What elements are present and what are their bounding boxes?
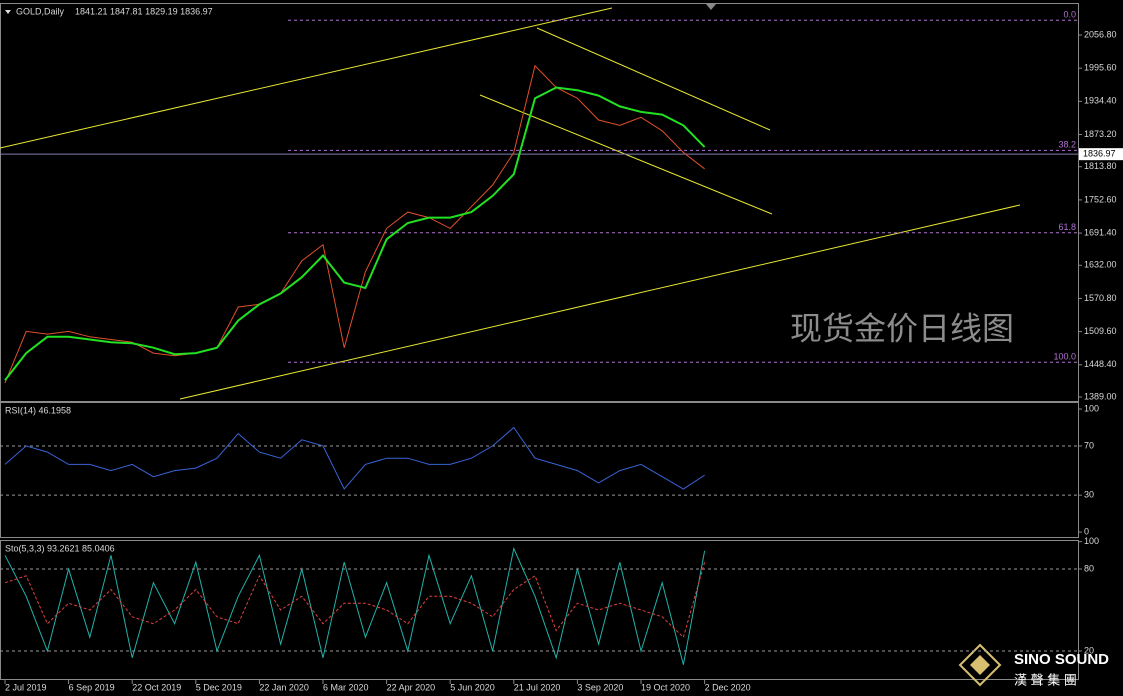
y-tick-label: 80 xyxy=(1084,563,1094,573)
x-tick-label: 6 Sep 2019 xyxy=(69,682,115,692)
y-tick-label: 1873.20 xyxy=(1084,129,1117,139)
y-tick-label: 1691.40 xyxy=(1084,227,1117,237)
trend-line xyxy=(0,7,613,149)
y-tick-label: 1995.60 xyxy=(1084,63,1117,73)
y-tick-label: 1389.00 xyxy=(1084,391,1117,401)
logo-mark xyxy=(970,655,990,675)
trend-line xyxy=(179,204,1021,400)
logo-mark xyxy=(958,643,1002,687)
logo: SINO SOUND 漢 聲 集 團 xyxy=(958,643,1109,687)
trend-line xyxy=(536,27,771,131)
symbol-title: GOLD,Daily xyxy=(16,6,65,16)
x-tick-label: 6 Mar 2020 xyxy=(323,682,369,692)
price-tag xyxy=(1079,148,1123,161)
rsi-title: RSI(14) 46.1958 xyxy=(5,405,71,415)
panel-borders xyxy=(0,3,1079,680)
y-tick-label: 1813.80 xyxy=(1084,161,1117,171)
logo-name: SINO SOUND xyxy=(1014,651,1109,668)
x-tick-label: 2 Jul 2019 xyxy=(5,682,47,692)
x-tick-label: 5 Jun 2020 xyxy=(450,682,495,692)
y-tick-label: 70 xyxy=(1084,440,1094,450)
watermark: 现货金价日线图 xyxy=(790,310,1014,346)
y-tick-label: 20 xyxy=(1084,645,1094,655)
y-tick-label: 30 xyxy=(1084,490,1094,500)
x-tick-label: 5 Dec 2019 xyxy=(196,682,242,692)
y-tick-label: 2056.80 xyxy=(1084,29,1117,39)
fib-label: 38.2 xyxy=(1058,140,1076,150)
y-tick-label: 1752.60 xyxy=(1084,194,1117,204)
x-tick-label: 3 Sep 2020 xyxy=(577,682,623,692)
series-line xyxy=(4,561,706,639)
x-tick-label: 19 Oct 2020 xyxy=(641,682,690,692)
y-tick-label: 100 xyxy=(1084,536,1099,546)
x-tick-label: 21 Jul 2020 xyxy=(514,682,561,692)
menu-icon xyxy=(5,10,11,14)
y-tick-label: 0 xyxy=(1084,526,1089,536)
y-tick-label: 1509.60 xyxy=(1084,326,1117,336)
stoch-panel xyxy=(0,540,1079,680)
y-tick-label: 1632.00 xyxy=(1084,260,1117,270)
logo-sub: 漢 聲 集 團 xyxy=(1014,672,1077,687)
y-tick-label: 1570.80 xyxy=(1084,293,1117,303)
current-price-label: 1836.97 xyxy=(1083,149,1116,159)
rsi-panel xyxy=(0,402,1079,538)
shift-marker xyxy=(706,4,716,10)
x-tick-label: 22 Jan 2020 xyxy=(259,682,309,692)
ohlc-text: 1841.21 1847.81 1829.19 1836.97 xyxy=(75,6,213,16)
fib-label: 100.0 xyxy=(1053,352,1076,362)
stoch-title: Sto(5,3,3) 93.2621 85.0406 xyxy=(5,543,115,553)
x-tick-label: 22 Apr 2020 xyxy=(387,682,436,692)
fib-label: 61.8 xyxy=(1058,222,1076,232)
main-panel xyxy=(0,3,1079,402)
series-line xyxy=(4,426,705,490)
y-tick-label: 1448.40 xyxy=(1084,359,1117,369)
y-tick-label: 100 xyxy=(1084,403,1099,413)
fib-label: 0.0 xyxy=(1063,10,1076,20)
series-line xyxy=(4,64,705,384)
series-line xyxy=(4,86,706,381)
x-tick-label: 2 Dec 2020 xyxy=(705,682,751,692)
y-tick-label: 1934.40 xyxy=(1084,96,1117,106)
x-tick-label: 22 Oct 2019 xyxy=(132,682,181,692)
